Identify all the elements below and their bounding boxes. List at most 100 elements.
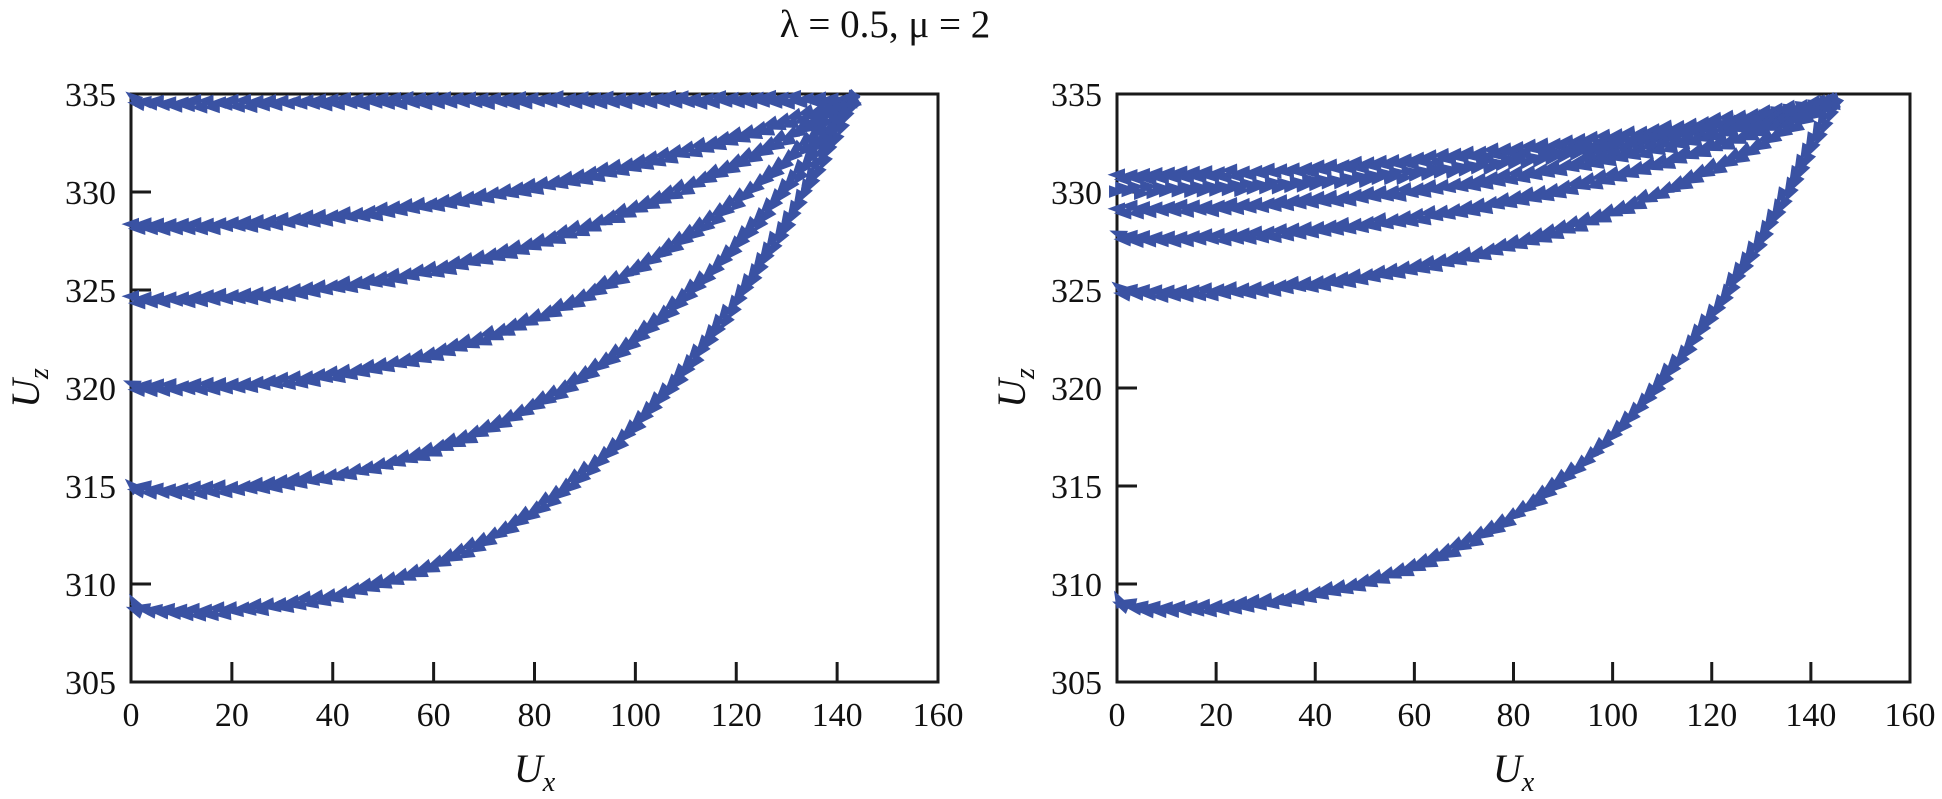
arrow-marker <box>1521 233 1541 246</box>
arrow-marker <box>1227 178 1246 192</box>
arrow-marker <box>283 370 302 383</box>
arrow-marker <box>1759 227 1774 246</box>
arrow-marker <box>1516 186 1535 199</box>
arrow-marker <box>1413 185 1432 198</box>
y-tick-label: 305 <box>1051 665 1102 702</box>
arrow-marker <box>689 97 708 110</box>
arrow-marker <box>1773 105 1793 118</box>
arrow-marker <box>1113 289 1132 302</box>
arrow-marker <box>658 90 676 103</box>
arrow-marker <box>1528 184 1548 198</box>
arrow-marker <box>398 568 417 581</box>
arrow-marker <box>1176 171 1194 184</box>
arrow-marker <box>505 408 524 423</box>
arrow-marker <box>836 119 851 138</box>
arrow-marker <box>240 292 259 306</box>
arrow-marker <box>1238 168 1257 182</box>
arrow-marker <box>744 149 764 164</box>
arrow-marker <box>1825 106 1840 125</box>
arrow-marker <box>433 554 452 568</box>
arrow-marker <box>1387 266 1406 279</box>
x-tick-label: 80 <box>1497 697 1531 734</box>
arrow-marker <box>1213 170 1232 184</box>
arrow-marker <box>1591 150 1610 163</box>
arrow-marker <box>1263 199 1282 212</box>
arrow-marker <box>1313 279 1332 292</box>
arrow-marker <box>1621 165 1640 179</box>
arrow-marker <box>728 196 747 212</box>
arrow-marker <box>1549 476 1568 493</box>
arrow-marker <box>635 157 655 170</box>
arrow-marker <box>165 222 183 236</box>
arrow-marker <box>412 449 431 462</box>
arrow-marker <box>732 290 748 309</box>
arrow-marker <box>435 439 455 451</box>
arrow-marker <box>1325 276 1344 289</box>
arrow-marker <box>1704 311 1720 330</box>
arrow-marker <box>196 376 214 390</box>
arrow-marker <box>699 170 718 184</box>
arrow-marker <box>575 172 594 186</box>
arrow-marker <box>677 95 695 109</box>
arrow-marker <box>1518 498 1537 514</box>
arrow-marker <box>646 399 663 417</box>
arrow-marker <box>525 182 545 195</box>
arrow-marker <box>605 343 623 359</box>
arrow-marker <box>213 607 232 621</box>
arrow-marker <box>277 216 296 229</box>
arrow-marker <box>776 155 795 172</box>
left-trajectory-6 <box>125 89 862 622</box>
arrow-marker <box>737 186 755 203</box>
arrow-marker <box>152 384 171 397</box>
arrow-marker <box>1561 215 1581 228</box>
arrow-marker <box>1542 159 1561 172</box>
arrow-marker <box>1453 537 1473 552</box>
arrow-marker <box>1425 208 1444 222</box>
arrow-marker <box>1413 212 1432 226</box>
arrow-marker <box>577 96 595 109</box>
arrow-marker <box>717 303 734 322</box>
arrow-marker <box>327 280 346 294</box>
arrow-marker <box>1682 341 1698 360</box>
arrow-marker <box>152 295 171 309</box>
arrow-marker <box>734 225 751 243</box>
arrow-marker <box>240 220 259 233</box>
arrow-marker <box>1113 206 1132 220</box>
arrow-marker <box>1658 371 1675 389</box>
arrow-marker <box>1199 604 1217 618</box>
arrow-marker <box>1152 181 1171 194</box>
arrow-marker <box>1740 128 1760 141</box>
arrow-marker <box>1244 225 1263 239</box>
arrow-marker <box>602 444 620 461</box>
arrow-marker <box>1120 199 1138 213</box>
arrow-marker <box>138 606 157 619</box>
arrow-marker <box>729 187 748 203</box>
arrow-marker <box>739 96 758 110</box>
arrow-marker <box>305 589 325 602</box>
arrow-marker <box>439 432 459 445</box>
arrow-marker <box>1298 590 1318 604</box>
arrow-marker <box>815 129 832 148</box>
arrow-marker <box>1275 281 1294 295</box>
arrow-marker <box>1573 158 1593 172</box>
arrow-marker <box>785 146 803 163</box>
arrow-marker <box>1814 128 1828 148</box>
arrow-marker <box>489 525 508 540</box>
arrow-marker <box>1541 476 1560 493</box>
arrow-marker <box>1289 176 1308 189</box>
arrow-marker <box>152 486 170 499</box>
arrow-marker <box>1772 205 1787 225</box>
arrow-marker <box>1276 165 1295 178</box>
arrow-marker <box>663 380 680 399</box>
arrow-marker <box>1639 190 1659 203</box>
arrow-marker <box>349 583 369 596</box>
arrow-marker <box>508 91 527 104</box>
arrow-marker <box>1508 505 1527 521</box>
arrow-marker <box>1213 202 1232 216</box>
arrow-marker <box>1363 218 1382 232</box>
arrow-marker <box>520 313 539 326</box>
arrow-marker <box>327 370 346 384</box>
arrow-marker <box>1251 230 1270 244</box>
arrow-marker <box>140 222 158 236</box>
arrow-marker <box>127 98 146 112</box>
